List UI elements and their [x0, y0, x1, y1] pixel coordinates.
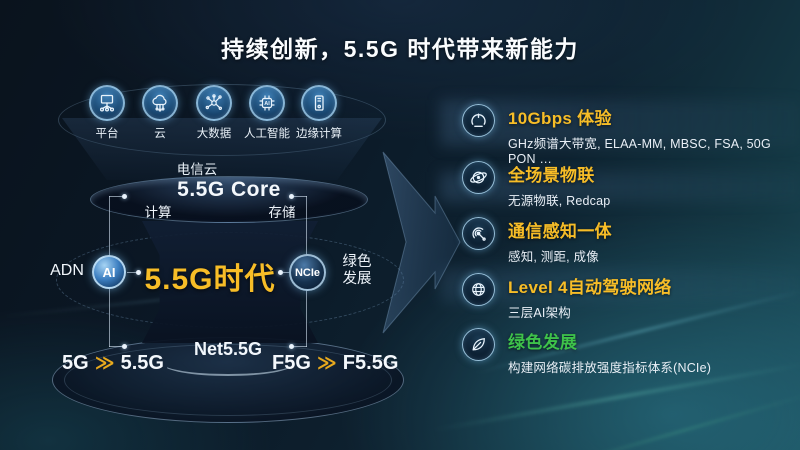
capability-title: 绿色发展 [508, 333, 578, 352]
ncie-connector-line [282, 272, 290, 273]
capability-text: 通信感知一体 感知, 测距, 成像 [508, 217, 612, 265]
ai-tile: AI 人工智能 [235, 85, 299, 141]
leaf-icon [462, 328, 495, 361]
ncie-connector-dot [278, 270, 283, 275]
edge-computing-tile: 边缘计算 [287, 85, 351, 141]
core-cylinder-top [90, 176, 368, 223]
speedometer-icon [462, 104, 495, 137]
big-data-icon [196, 85, 232, 121]
capability-subtitle: GHz频谱大带宽, ELAA-MM, MBSC, FSA, 50G PON … [508, 137, 771, 166]
radar-sensing-icon [462, 217, 495, 250]
capability-text: 绿色发展 构建网络碳排放强度指标体系(NCIe) [508, 328, 711, 376]
capability-title: Level 4自动驾驶网络 [508, 278, 672, 297]
storage-label: 存储 [268, 205, 296, 220]
cloud-tile: 云 [128, 85, 192, 141]
ai-connector-dot [136, 270, 141, 275]
evolution-left-from: 5G [62, 352, 89, 374]
capability-text: Level 4自动驾驶网络 三层AI架构 [508, 273, 672, 321]
ai-connector-line [127, 272, 136, 273]
capability-title: 通信感知一体 [508, 222, 612, 241]
net-label: Net5.5G [193, 339, 263, 359]
capability-text: 全场景物联 无源物联, Redcap [508, 161, 610, 209]
funnel-top-rim [58, 84, 386, 156]
bracket-right-bottom [294, 346, 307, 347]
page-title: 持续创新，5.5G 时代带来新能力 [221, 36, 579, 62]
iot-globe-icon [462, 161, 495, 194]
capability-row-iot: 全场景物联 无源物联, Redcap [462, 161, 610, 209]
capability-row-10gbps: 10Gbps 体验 GHz频谱大带宽, ELAA-MM, MBSC, FSA, … [462, 104, 800, 166]
adn-label: ADN [50, 262, 84, 279]
capability-title: 10Gbps 体验 [508, 109, 612, 128]
base-platter-inner-rim [64, 344, 392, 416]
platform-icon [89, 85, 125, 121]
compute-label: 计算 [144, 205, 172, 220]
ai-label: 人工智能 [244, 128, 290, 140]
bracket-dot [122, 344, 127, 349]
core-label: 5.5G Core [177, 178, 281, 201]
capability-subtitle: 构建网络碳排放强度指标体系(NCIe) [508, 361, 712, 375]
light-streak [545, 391, 800, 450]
platform-label: 平台 [95, 128, 119, 140]
cloud-label-small: 云 [154, 128, 166, 140]
capability-title: 全场景物联 [508, 166, 595, 185]
platform-tile: 平台 [75, 85, 139, 141]
telecom-cloud-label: 电信云 [176, 162, 218, 177]
double-chevron-icon: ≫ [316, 353, 337, 374]
bracket-dot [289, 194, 294, 199]
ai-badge: AI [92, 255, 126, 289]
bracket-left-top [109, 196, 122, 197]
big-data-tile: 大数据 [182, 85, 246, 141]
edge-computing-label: 边缘计算 [296, 128, 342, 140]
evolution-right-from: F5G [272, 352, 311, 374]
funnel-body [62, 118, 382, 180]
capability-subtitle: 感知, 测距, 成像 [508, 250, 599, 264]
bracket-dot [289, 344, 294, 349]
era-label: 5.5G时代 [144, 263, 276, 296]
ai-network-icon [462, 273, 495, 306]
cloud-icon [142, 85, 178, 121]
evolution-right-to: F5.5G [342, 352, 399, 374]
capability-row-autonomous: Level 4自动驾驶网络 三层AI架构 [462, 273, 672, 321]
ncie-badge: NCIe [289, 254, 326, 291]
evolution-left: 5G ≫ 5.5G [62, 352, 164, 375]
big-data-label: 大数据 [196, 128, 232, 140]
bracket-left-bottom [109, 346, 122, 347]
net-cylinder-bottom-rim [163, 352, 293, 376]
edge-computing-icon [301, 85, 337, 121]
green-development-label: 绿色 发展 [334, 254, 380, 288]
capability-subtitle: 无源物联, Redcap [508, 194, 611, 208]
bracket-right-top [294, 196, 307, 197]
svg-text:AI: AI [264, 101, 270, 107]
transition-arrow [382, 151, 461, 334]
capability-row-green: 绿色发展 构建网络碳排放强度指标体系(NCIe) [462, 328, 711, 376]
ai-chip-icon: AI [249, 85, 285, 121]
evolution-left-to: 5.5G [120, 352, 164, 374]
hourglass-core-body [142, 221, 318, 343]
evolution-right: F5G ≫ F5.5G [272, 352, 398, 375]
capability-text: 10Gbps 体验 GHz频谱大带宽, ELAA-MM, MBSC, FSA, … [508, 104, 800, 166]
bracket-dot [122, 194, 127, 199]
green-development-line2: 发展 [342, 271, 372, 287]
double-chevron-icon: ≫ [94, 353, 115, 374]
green-development-line1: 绿色 [342, 254, 372, 270]
capability-subtitle: 三层AI架构 [508, 306, 572, 320]
capability-row-sensing: 通信感知一体 感知, 测距, 成像 [462, 217, 612, 265]
